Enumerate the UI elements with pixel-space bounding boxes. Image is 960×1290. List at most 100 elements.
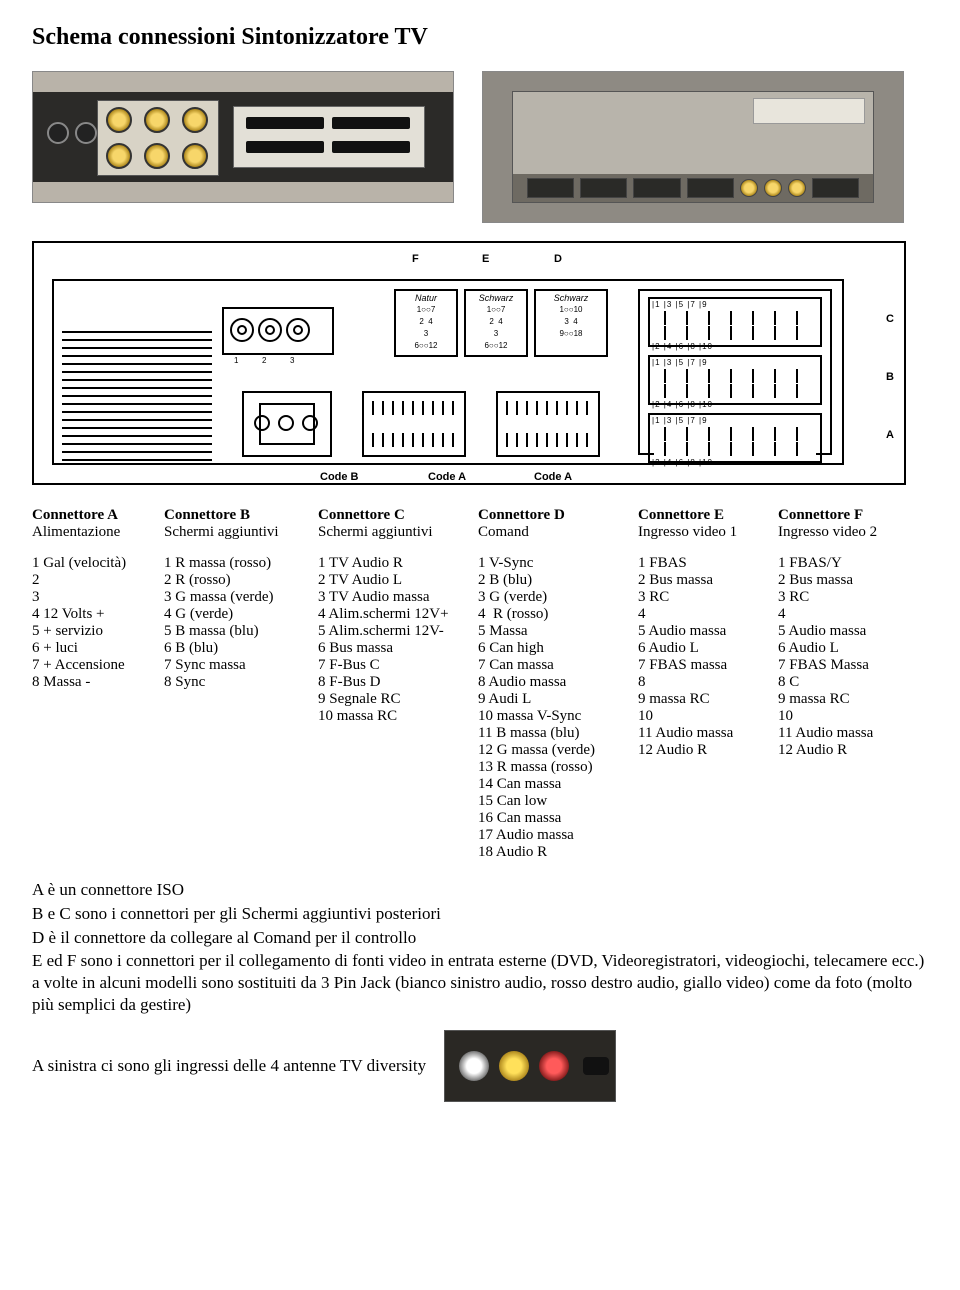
pinout-row: 17 Audio massa [478,827,638,844]
diagram-label-code-a: Code A [428,471,466,483]
diagram-label-a: A [886,429,894,441]
pinout-row: 4 Alim.schermi 12V+ [318,606,478,623]
pinout-header: Connettore C [318,507,478,524]
pinout-row: 10 massa RC [318,708,478,725]
pinout-header: Connettore B [164,507,318,524]
pinout-table: Connettore AAlimentazione1 Gal (velocità… [32,507,928,861]
pinout-row: 8 F-Bus D [318,674,478,691]
pinout-subheader: Comand [478,524,638,541]
pinout-subheader: Alimentazione [32,524,164,541]
pinout-row: 6 B (blu) [164,640,318,657]
pinout-row: 6 Audio L [638,640,778,657]
note-line: B e C sono i connettori per gli Schermi … [32,903,928,925]
connector-diagram: F E D C B A 1 2 3 Natur 1○○7 2 4 3 6○○12… [32,241,906,485]
pinout-row: 10 [778,708,928,725]
pinout-row: 7 FBAS massa [638,657,778,674]
pinout-row: 8 [638,674,778,691]
pinout-row: 9 Audi L [478,691,638,708]
pinout-header: Connettore F [778,507,928,524]
pinout-header: Connettore E [638,507,778,524]
pinout-row: 3 RC [638,589,778,606]
pinout-row: 7 Sync massa [164,657,318,674]
pinout-row: 8 C [778,674,928,691]
pinout-row: 10 [638,708,778,725]
pinout-row: 8 Massa - [32,674,164,691]
pinout-row: 3 RC [778,589,928,606]
pinout-row: 7 Can massa [478,657,638,674]
pinout-row: 2 B (blu) [478,572,638,589]
pinout-column: Connettore EIngresso video 11 FBAS2 Bus … [638,507,778,861]
pinout-row: 3 TV Audio massa [318,589,478,606]
diagram-vents [62,331,212,461]
diagram-label-code-b: Code B [320,471,359,483]
pinout-row: 7 F-Bus C [318,657,478,674]
pinout-row: 1 FBAS [638,555,778,572]
pinout-row: 1 FBAS/Y [778,555,928,572]
pinout-row: 1 TV Audio R [318,555,478,572]
pinout-row: 6 Bus massa [318,640,478,657]
photo-tuner-unit [482,71,904,223]
pinout-row: 6 + luci [32,640,164,657]
pinout-column: Connettore CSchermi aggiuntivi 1 TV Audio… [318,507,478,861]
photo-tuner-rear [32,71,454,203]
diagram-code-a-1 [362,391,466,457]
diagram-code-b [242,391,332,457]
pinout-row: 2 R (rosso) [164,572,318,589]
pinout-row: 12 G massa (verde) [478,742,638,759]
pinout-row: 5 Alim.schermi 12V- [318,623,478,640]
pinout-subheader: Schermi aggiuntivi [318,524,478,541]
pinout-row: 6 Audio L [778,640,928,657]
diagram-label-c: C [886,313,894,325]
diagram-code-a-2 [496,391,600,457]
pinout-subheader: Schermi aggiuntivi [164,524,318,541]
pinout-row: 13 R massa (rosso) [478,759,638,776]
page-title: Schema connessioni Sintonizzatore TV [32,24,928,51]
pinout-row: 3 G massa (verde) [164,589,318,606]
pinout-row: 11 B massa (blu) [478,725,638,742]
diagram-label-code-a-2: Code A [534,471,572,483]
pinout-row: 18 Audio R [478,844,638,861]
pinout-column: Connettore DComand 1 V-Sync2 B (blu)3 G (… [478,507,638,861]
pinout-row: 2 [32,572,164,589]
pinout-row: 3 G (verde) [478,589,638,606]
pinout-row: 4 [778,606,928,623]
pinout-row: 3 [32,589,164,606]
pinout-row: 6 Can high [478,640,638,657]
diagram-label-d: D [554,253,562,265]
pinout-row: 8 Sync [164,674,318,691]
pinout-row: 15 Can low [478,793,638,810]
pinout-header: Connettore D [478,507,638,524]
pinout-row: 5 Audio massa [778,623,928,640]
pinout-subheader: Ingresso video 2 [778,524,928,541]
diagram-connector-e: Schwarz 1○○7 2 4 3 6○○12 [464,289,528,357]
pinout-row: 12 Audio R [638,742,778,759]
pinout-row: 14 Can massa [478,776,638,793]
pinout-row: 4 R (rosso) [478,606,638,623]
pinout-row: 11 Audio massa [778,725,928,742]
pinout-row: 4 G (verde) [164,606,318,623]
diagram-antenna-jacks: 1 2 3 [222,307,334,355]
pinout-row: 2 TV Audio L [318,572,478,589]
pinout-row: 9 massa RC [638,691,778,708]
note-line: E ed F sono i connettori per il collegam… [32,950,928,1015]
pinout-row: 11 Audio massa [638,725,778,742]
pinout-row: 2 Bus massa [778,572,928,589]
pinout-row: 5 + servizio [32,623,164,640]
photo-row [32,71,928,223]
antenna-note: A sinistra ci sono gli ingressi delle 4 … [32,1056,426,1076]
pinout-row: 1 R massa (rosso) [164,555,318,572]
pinout-row: 4 [638,606,778,623]
pinout-column: Connettore FIngresso video 2 1 FBAS/Y2 Bu… [778,507,928,861]
pinout-row: 10 massa V-Sync [478,708,638,725]
pinout-row: 5 B massa (blu) [164,623,318,640]
pinout-row: 1 Gal (velocità) [32,555,164,572]
pinout-row: 1 V-Sync [478,555,638,572]
notes-block: A è un connettore ISOB e C sono i connet… [32,879,928,1016]
pinout-row: 8 Audio massa [478,674,638,691]
pinout-row: 9 massa RC [778,691,928,708]
photo-rca-cable [444,1030,616,1102]
pinout-row: 9 Segnale RC [318,691,478,708]
pinout-row: 12 Audio R [778,742,928,759]
pinout-subheader: Ingresso video 1 [638,524,778,541]
diagram-label-f: F [412,253,419,265]
